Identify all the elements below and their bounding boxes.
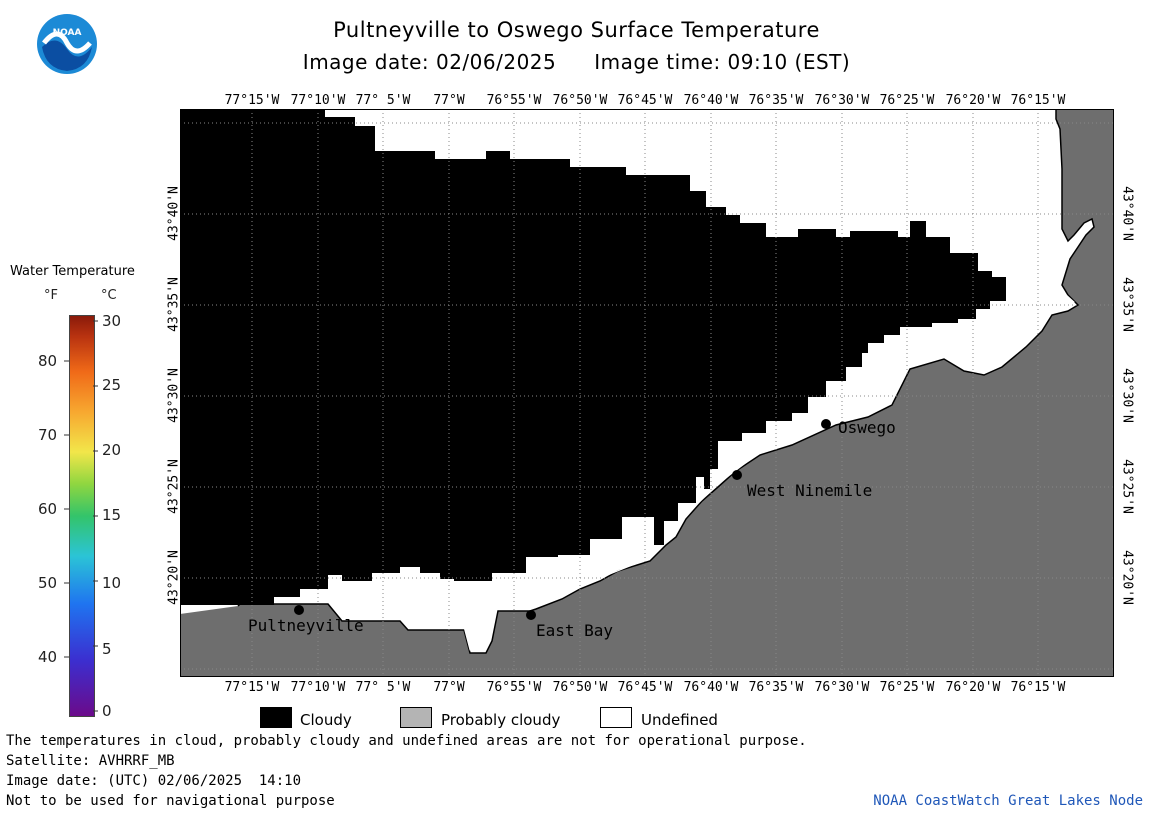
noaa-logo: NOAA: [36, 13, 98, 75]
colorbar-f-tick: 70: [38, 426, 58, 444]
colorbar-c-tick: 0: [102, 702, 112, 720]
image-date-label: Image date: 02/06/2025: [302, 50, 557, 74]
lat-label-right: 43°35'N: [1119, 277, 1135, 332]
place-label-east-bay: East Bay: [536, 621, 614, 640]
colorbar-c-tick: 20: [102, 441, 122, 459]
place-marker-oswego: [821, 419, 831, 429]
image-time-label: Image time: 09:10 (EST): [594, 50, 851, 74]
lat-label-right: 43°30'N: [1119, 368, 1135, 423]
colorbar-c-unit: °C: [101, 288, 117, 303]
noaa-logo-text: NOAA: [53, 28, 82, 38]
cloud-area: [180, 109, 1006, 605]
lon-label-top: 76°25'W: [879, 93, 935, 108]
lat-label-left: 43°35'N: [166, 277, 182, 332]
lon-label-bottom: 76°20'W: [945, 680, 1001, 695]
lon-label-top: 76°50'W: [552, 93, 608, 108]
lon-label-top: 76°30'W: [814, 93, 870, 108]
colorbar-c-tick: 10: [102, 574, 122, 592]
place-label-oswego: Oswego: [838, 418, 896, 437]
colorbar-title: Water Temperature: [10, 264, 135, 279]
place-marker-east-bay: [526, 610, 536, 620]
colorbar-c-tick: 25: [102, 376, 122, 394]
lon-label-top: 76°15'W: [1010, 93, 1066, 108]
colorbar-c-tick: 15: [102, 506, 122, 524]
graticule: [180, 109, 1114, 677]
lat-label-right: 43°40'N: [1119, 186, 1135, 241]
legend-label-probably-cloudy: Probably cloudy: [441, 711, 561, 729]
place-marker-pultneyville: [294, 605, 304, 615]
legend-label-cloudy: Cloudy: [300, 711, 352, 729]
lon-label-bottom: 76°45'W: [617, 680, 673, 695]
lat-label-left: 43°40'N: [166, 186, 182, 241]
map-panel: [180, 109, 1114, 677]
lon-label-bottom: 76°15'W: [1010, 680, 1066, 695]
footer-utc-date: Image date: (UTC) 02/06/2025 14:10: [6, 773, 302, 789]
lon-label-bottom: 76°35'W: [748, 680, 804, 695]
lat-label-right: 43°25'N: [1119, 459, 1135, 514]
legend-label-undefined: Undefined: [641, 711, 718, 729]
lon-label-bottom: 77° 5'W: [355, 680, 411, 695]
lon-label-bottom: 76°25'W: [879, 680, 935, 695]
footer-satellite: Satellite: AVHRRF_MB: [6, 753, 175, 769]
colorbar-f-tick: 60: [38, 500, 58, 518]
colorbar-c-tick: 5: [102, 640, 112, 658]
colorbar: [69, 315, 95, 717]
legend-swatch-cloudy: [260, 707, 292, 728]
colorbar-ticks: [64, 320, 98, 712]
lat-label-right: 43°20'N: [1119, 550, 1135, 605]
lon-label-top: 77° 5'W: [355, 93, 411, 108]
legend-swatch-undefined: [600, 707, 632, 728]
lon-label-top: 77°15'W: [224, 93, 280, 108]
colorbar-c-tick: 30: [102, 312, 122, 330]
lon-label-bottom: 77°15'W: [224, 680, 280, 695]
lon-label-top: 76°40'W: [683, 93, 739, 108]
lon-label-top: 76°20'W: [945, 93, 1001, 108]
lon-label-top: 77°W: [433, 93, 465, 108]
colorbar-f-tick: 40: [38, 648, 58, 666]
lon-label-bottom: 76°50'W: [552, 680, 608, 695]
place-label-west-ninemile: West Ninemile: [747, 481, 873, 500]
lon-label-bottom: 77°W: [433, 680, 465, 695]
page-title: Pultneyville to Oswego Surface Temperatu…: [333, 18, 820, 42]
lat-label-left: 43°20'N: [166, 550, 182, 605]
footer-credit: NOAA CoastWatch Great Lakes Node: [873, 793, 1143, 809]
lon-label-top: 76°35'W: [748, 93, 804, 108]
lon-label-bottom: 76°40'W: [683, 680, 739, 695]
image-datetime: Image date: 02/06/2025 Image time: 09:10 …: [0, 50, 1153, 74]
lon-label-top: 77°10'W: [290, 93, 346, 108]
place-marker-west-ninemile: [732, 470, 742, 480]
lon-label-bottom: 76°30'W: [814, 680, 870, 695]
colorbar-f-tick: 50: [38, 574, 58, 592]
lon-label-top: 76°55'W: [486, 93, 542, 108]
colorbar-f-tick: 80: [38, 352, 58, 370]
footer-note: The temperatures in cloud, probably clou…: [6, 733, 807, 749]
lon-label-bottom: 77°10'W: [290, 680, 346, 695]
lon-label-top: 76°45'W: [617, 93, 673, 108]
colorbar-f-unit: °F: [44, 288, 58, 303]
coastline: [237, 109, 1095, 654]
lon-label-bottom: 76°55'W: [486, 680, 542, 695]
legend-swatch-probably-cloudy: [400, 707, 432, 728]
land-area: [180, 109, 1114, 677]
place-label-pultneyville: Pultneyville: [248, 616, 364, 635]
lat-label-left: 43°30'N: [166, 368, 182, 423]
footer-nav-warning: Not to be used for navigational purpose: [6, 793, 335, 809]
lat-label-left: 43°25'N: [166, 459, 182, 514]
